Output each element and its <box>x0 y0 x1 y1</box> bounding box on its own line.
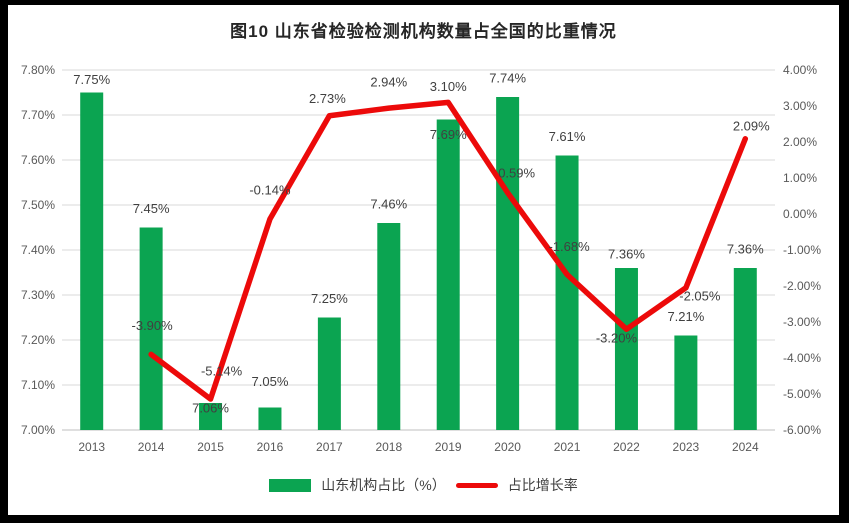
bar-label-2016: 7.05% <box>252 374 289 389</box>
right-axis-tick: 0.00% <box>783 207 817 221</box>
line-label-2020: 0.59% <box>498 165 535 180</box>
left-axis-tick: 7.70% <box>21 108 55 122</box>
left-axis-tick: 7.50% <box>21 198 55 212</box>
x-axis-tick-2014: 2014 <box>138 440 165 454</box>
line-label-2021: -1.68% <box>548 239 590 254</box>
x-axis-tick-2021: 2021 <box>554 440 581 454</box>
legend-line-label: 占比增长率 <box>507 477 578 493</box>
x-axis-tick-2020: 2020 <box>494 440 521 454</box>
right-axis-tick: 4.00% <box>783 63 817 77</box>
bar-label-2020: 7.74% <box>489 71 526 86</box>
right-axis-tick: 2.00% <box>783 135 817 149</box>
line-label-2018: 2.94% <box>370 75 407 90</box>
bar-2019 <box>436 119 460 430</box>
x-axis-tick-2015: 2015 <box>197 440 224 454</box>
line-label-2016: -0.14% <box>249 183 291 198</box>
right-axis-tick: 1.00% <box>783 171 817 185</box>
growth-rate-line <box>148 99 749 402</box>
bar-2021 <box>555 155 579 430</box>
x-axis-tick-2017: 2017 <box>316 440 343 454</box>
bar-label-2019: 7.69% <box>430 127 467 142</box>
bar-label-2023: 7.21% <box>667 309 704 324</box>
bar-label-2021: 7.61% <box>549 129 586 144</box>
bar-2015 <box>199 403 223 430</box>
chart-canvas: 图10 山东省检验检测机构数量占全国的比重情况 7.80% 7.70% 7.60% 7… <box>8 5 839 515</box>
bar-2022 <box>614 268 638 430</box>
bar-label-2014: 7.45% <box>133 201 170 216</box>
right-axis-tick: -6.00% <box>783 423 821 437</box>
right-axis-tick: -3.00% <box>783 315 821 329</box>
bar-label-2024: 7.36% <box>727 242 764 257</box>
right-axis-tick: -4.00% <box>783 351 821 365</box>
bar-label-2015: 7.06% <box>192 401 229 416</box>
legend: 山东机构占比（%） 占比增长率 <box>8 475 839 495</box>
line-label-2019: 3.10% <box>430 79 467 94</box>
line-label-2022: -3.20% <box>596 331 638 346</box>
x-axis-tick-2023: 2023 <box>673 440 700 454</box>
plot-area: 7.80% 7.70% 7.60% 7.50% 7.40% 7.30% 7.20% 7.10%… <box>21 63 821 454</box>
left-axis-tick: 7.80% <box>21 63 55 77</box>
bar-2018 <box>377 223 401 430</box>
x-axis-tick-2018: 2018 <box>375 440 402 454</box>
bar-label-2018: 7.46% <box>370 197 407 212</box>
left-axis-tick: 7.60% <box>21 153 55 167</box>
x-axis-tick-2022: 2022 <box>613 440 640 454</box>
bar-label-2017: 7.25% <box>311 291 348 306</box>
line-label-2015: -5.14% <box>201 364 243 379</box>
line-label-2017: 2.73% <box>309 91 346 106</box>
left-axis-tick: 7.10% <box>21 378 55 392</box>
bar-2017 <box>317 317 341 430</box>
bar-2020 <box>496 97 520 430</box>
legend-line-swatch-icon <box>455 482 498 488</box>
legend-bar-label: 山东机构占比（%） <box>321 477 446 493</box>
left-axis-tick: 7.40% <box>21 243 55 257</box>
line-label-2024: 2.09% <box>733 118 770 133</box>
right-axis-tick: -5.00% <box>783 387 821 401</box>
line-label-2014: -3.90% <box>132 318 174 333</box>
left-axis-tick: 7.00% <box>21 423 55 437</box>
left-axis-tick: 7.30% <box>21 288 55 302</box>
bar-2024 <box>733 268 757 430</box>
bar-label-2022: 7.36% <box>608 247 645 262</box>
bar-2023 <box>674 335 698 430</box>
legend-bar-swatch-icon <box>269 478 312 492</box>
x-axis-tick-2013: 2013 <box>78 440 105 454</box>
bar-2014 <box>139 227 163 430</box>
right-axis-tick: -1.00% <box>783 243 821 257</box>
bar-label-2013: 7.75% <box>73 72 110 87</box>
x-axis-tick-2016: 2016 <box>257 440 284 454</box>
right-axis-tick: -2.00% <box>783 279 821 293</box>
line-label-2023: -2.05% <box>679 288 721 303</box>
bar-2013 <box>80 92 104 430</box>
bar-2016 <box>258 407 282 430</box>
left-axis-tick: 7.20% <box>21 333 55 347</box>
chart-title: 图10 山东省检验检测机构数量占全国的比重情况 <box>230 22 617 41</box>
x-axis-tick-2024: 2024 <box>732 440 759 454</box>
x-axis-tick-2019: 2019 <box>435 440 462 454</box>
right-axis-tick: 3.00% <box>783 99 817 113</box>
